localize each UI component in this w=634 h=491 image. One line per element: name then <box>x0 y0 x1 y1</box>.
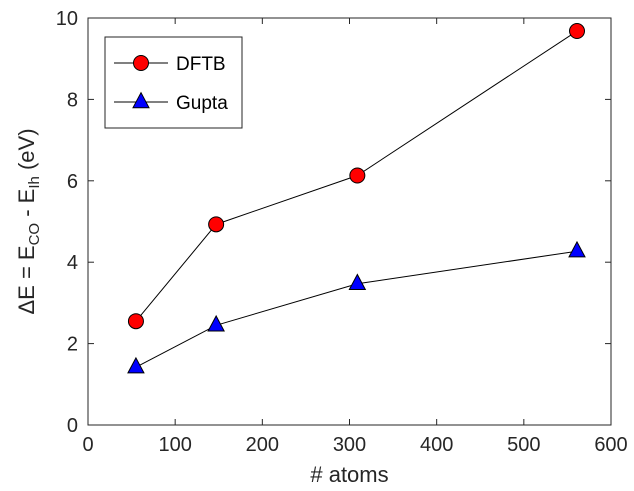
y-axis-title-sub2: Ih <box>26 176 43 189</box>
x-tick-label: 400 <box>420 434 453 456</box>
data-point-gupta-1 <box>207 314 225 332</box>
series-line-gupta <box>135 250 578 368</box>
y-tick-label: 8 <box>67 89 78 111</box>
legend-box <box>104 36 243 129</box>
legend-label-dftb: DFTB <box>176 54 226 75</box>
y-tick-label: 2 <box>67 334 78 356</box>
y-tick-label: 4 <box>67 252 78 274</box>
axes-layer: 0 100 200 300 400 500 600 0 2 4 6 8 10 <box>56 8 628 456</box>
series-line-dftb <box>135 30 578 322</box>
legend: DFTB Gupta <box>104 36 243 129</box>
x-axis-title: # atoms <box>310 462 388 487</box>
y-axis-title: ΔE = ECO - EIh (eV) <box>14 128 43 314</box>
x-tick-label: 600 <box>594 434 627 456</box>
x-tick-label: 0 <box>82 434 93 456</box>
data-point-dftb-3 <box>569 23 586 40</box>
legend-label-gupta: Gupta <box>176 93 228 114</box>
data-point-dftb-1 <box>208 216 225 233</box>
y-axis-title-prefix: ΔE = E <box>14 245 39 314</box>
series-layer <box>127 23 586 374</box>
series-gupta <box>127 240 586 374</box>
y-axis-title-middle: - E <box>14 189 39 223</box>
data-point-gupta-0 <box>127 356 145 374</box>
y-axis-title-sub1: CO <box>26 223 43 246</box>
x-tick-label: 500 <box>507 434 540 456</box>
y-tick-label: 10 <box>56 8 78 30</box>
data-point-dftb-0 <box>127 313 144 330</box>
x-tick-label: 200 <box>246 434 279 456</box>
y-axis-title-suffix: (eV) <box>14 128 39 176</box>
series-dftb <box>127 23 586 330</box>
legend-marker-dftb <box>133 55 149 71</box>
y-tick-label: 0 <box>67 415 78 437</box>
x-tick-label: 100 <box>158 434 191 456</box>
data-point-gupta-2 <box>348 273 367 290</box>
y-tick-label: 6 <box>67 171 78 193</box>
data-point-gupta-3 <box>568 240 586 258</box>
x-tick-label: 300 <box>333 434 366 456</box>
legend-marker-gupta <box>132 91 150 109</box>
data-point-dftb-2 <box>349 167 366 184</box>
